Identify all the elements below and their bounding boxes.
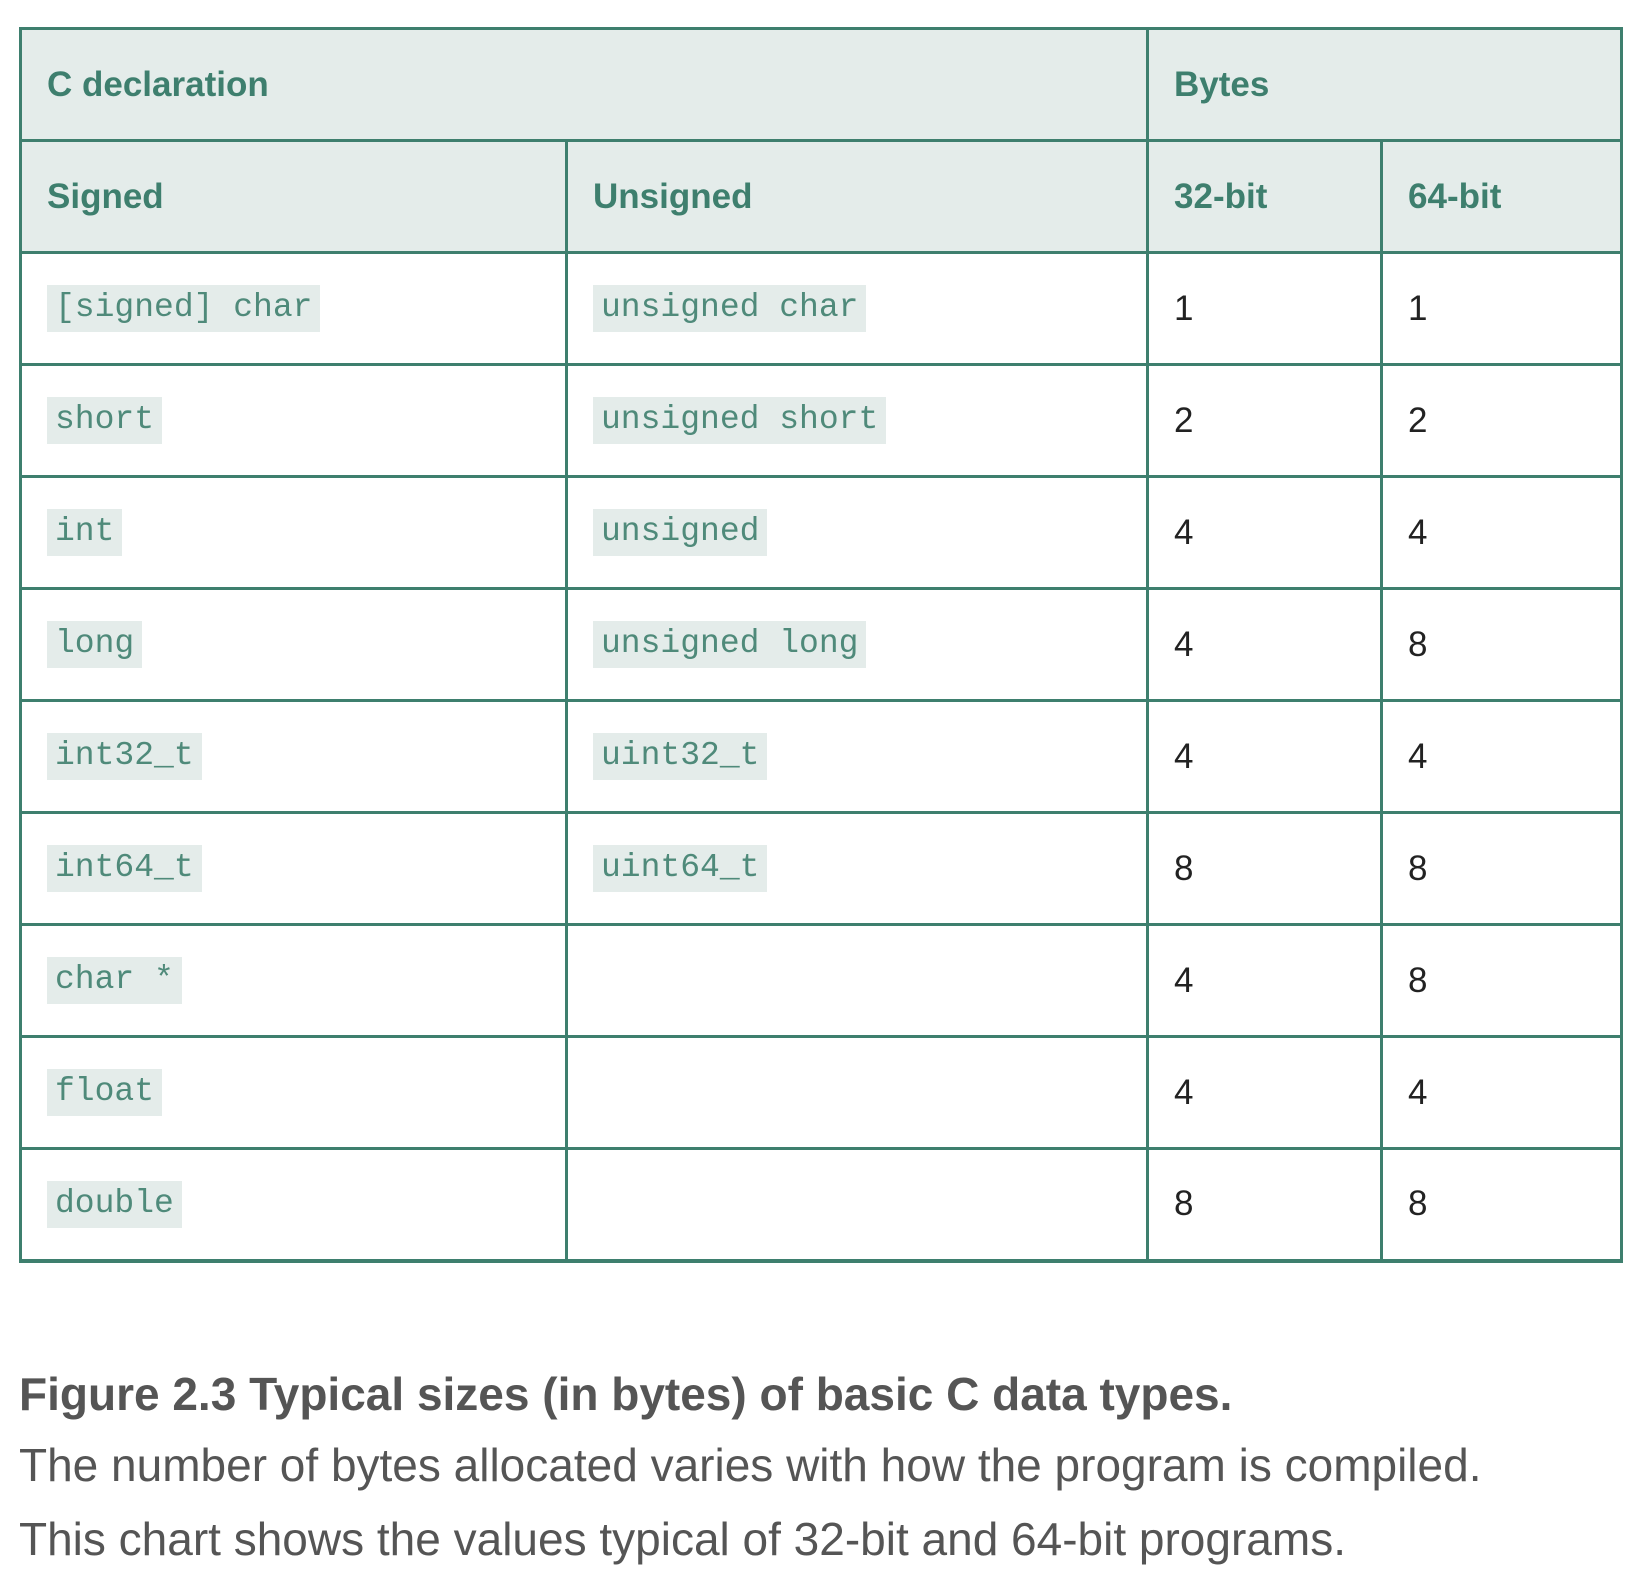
unsigned-cell — [564, 1147, 1150, 1263]
column-header-row: Signed Unsigned 32-bit 64-bit — [19, 139, 1624, 254]
signed-cell: short — [19, 363, 568, 478]
table-row: short unsigned short 2 2 — [19, 363, 1624, 478]
signed-type-code: char * — [47, 957, 182, 1004]
bytes-64bit-cell: 4 — [1380, 1035, 1624, 1150]
table-row: float 4 4 — [19, 1035, 1624, 1150]
table-body: [signed] char unsigned char 1 1 short unsigne… — [19, 251, 1624, 1263]
table-row: char * 4 8 — [19, 923, 1624, 1038]
bytes-64bit-cell: 8 — [1380, 1147, 1624, 1263]
unsigned-type-code: unsigned — [593, 509, 768, 556]
signed-type-code: float — [47, 1069, 163, 1116]
signed-cell: [signed] char — [19, 251, 568, 366]
unsigned-type-code: unsigned char — [593, 285, 867, 332]
unsigned-type-code: uint64_t — [593, 845, 768, 892]
bytes-64bit-cell: 2 — [1380, 363, 1624, 478]
unsigned-type-code: unsigned long — [593, 621, 867, 668]
bytes-32bit-cell: 4 — [1146, 923, 1384, 1038]
bytes-32bit-cell: 1 — [1146, 251, 1384, 366]
table-row: long unsigned long 4 8 — [19, 587, 1624, 702]
unsigned-cell — [564, 1035, 1150, 1150]
signed-cell: long — [19, 587, 568, 702]
caption-title: Figure 2.3 Typical sizes (in bytes) of b… — [19, 1368, 1233, 1420]
bytes-64bit-cell: 8 — [1380, 587, 1624, 702]
caption-body: The number of bytes allocated varies wit… — [19, 1428, 1620, 1576]
unsigned-cell: unsigned — [564, 475, 1150, 590]
signed-type-code: double — [47, 1180, 182, 1228]
table-row: double 8 8 — [19, 1147, 1624, 1263]
signed-type-code: long — [47, 621, 143, 668]
bits64-header: 64-bit — [1380, 139, 1624, 254]
bytes-32bit-cell: 8 — [1146, 1147, 1384, 1263]
signed-cell: char * — [19, 923, 568, 1038]
signed-header: Signed — [19, 139, 568, 254]
bytes-64bit-cell: 8 — [1380, 811, 1624, 926]
caption-line-1: The number of bytes allocated varies wit… — [19, 1439, 1482, 1491]
caption-line-2: This chart shows the values typical of 3… — [19, 1513, 1346, 1565]
signed-cell: double — [19, 1147, 568, 1263]
bytes-32bit-cell: 4 — [1146, 699, 1384, 814]
signed-cell: int — [19, 475, 568, 590]
unsigned-cell: uint32_t — [564, 699, 1150, 814]
signed-type-code: int — [47, 509, 123, 556]
unsigned-cell — [564, 923, 1150, 1038]
unsigned-header: Unsigned — [564, 139, 1150, 254]
bytes-64bit-cell: 1 — [1380, 251, 1624, 366]
unsigned-type-code: unsigned short — [593, 397, 887, 444]
c-declaration-header: C declaration — [18, 27, 1150, 142]
data-sizes-table: C declaration Bytes Signed Unsigned 32-b… — [18, 27, 1624, 1263]
bytes-64bit-cell: 4 — [1380, 699, 1624, 814]
signed-type-code: int32_t — [47, 733, 202, 780]
table-row: int unsigned 4 4 — [19, 475, 1624, 590]
bytes-32bit-cell: 4 — [1146, 475, 1384, 590]
signed-cell: float — [19, 1035, 568, 1150]
signed-cell: int64_t — [19, 811, 568, 926]
bytes-32bit-cell: 8 — [1146, 811, 1384, 926]
unsigned-cell: unsigned char — [564, 251, 1150, 366]
unsigned-cell: unsigned long — [564, 587, 1150, 702]
figure-caption: Figure 2.3 Typical sizes (in bytes) of b… — [19, 1366, 1620, 1576]
unsigned-cell: unsigned short — [564, 363, 1150, 478]
table-row: int32_t uint32_t 4 4 — [19, 699, 1624, 814]
signed-cell: int32_t — [19, 699, 568, 814]
signed-type-code: int64_t — [47, 845, 202, 892]
bytes-64bit-cell: 8 — [1380, 923, 1624, 1038]
group-header-row: C declaration Bytes — [18, 27, 1624, 142]
bytes-64bit-cell: 4 — [1380, 475, 1624, 590]
bits32-header: 32-bit — [1146, 139, 1384, 254]
bytes-32bit-cell: 4 — [1146, 587, 1384, 702]
unsigned-cell: uint64_t — [564, 811, 1150, 926]
table-row: [signed] char unsigned char 1 1 — [19, 251, 1624, 366]
bytes-header: Bytes — [1146, 27, 1624, 142]
bytes-32bit-cell: 4 — [1146, 1035, 1384, 1150]
table-header: C declaration Bytes Signed Unsigned 32-b… — [18, 27, 1624, 254]
signed-type-code: [signed] char — [47, 285, 321, 332]
unsigned-type-code: uint32_t — [593, 733, 768, 780]
bytes-32bit-cell: 2 — [1146, 363, 1384, 478]
figure: C declaration Bytes Signed Unsigned 32-b… — [18, 27, 1624, 1263]
signed-type-code: short — [47, 397, 163, 444]
table-row: int64_t uint64_t 8 8 — [19, 811, 1624, 926]
